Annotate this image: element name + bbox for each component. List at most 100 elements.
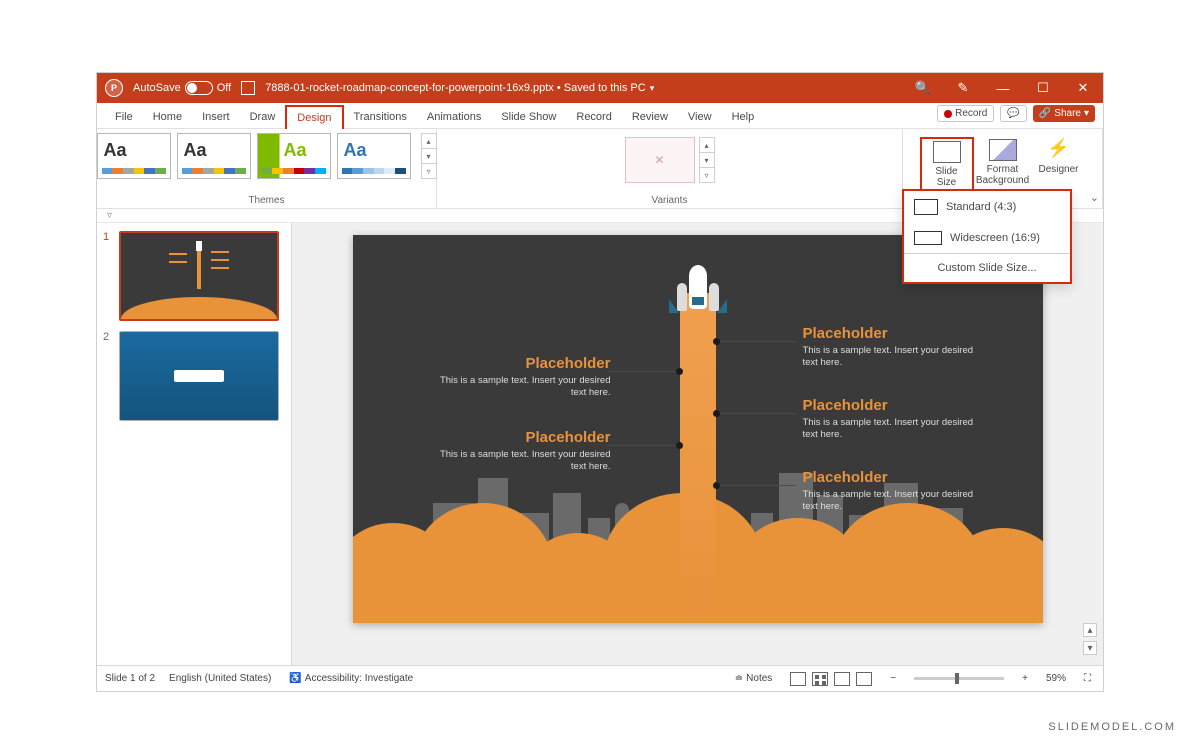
slide-size-icon — [933, 141, 961, 163]
tab-transitions[interactable]: Transitions — [344, 106, 417, 128]
notes-label: Notes — [746, 673, 772, 684]
format-bg-icon — [989, 139, 1017, 161]
zoom-out-icon[interactable]: − — [886, 671, 900, 686]
slide-position[interactable]: Slide 1 of 2 — [105, 673, 155, 684]
placeholder-block[interactable]: Placeholder This is a sample text. Inser… — [431, 355, 611, 400]
share-button[interactable]: 🔗 Share ▾ — [1033, 105, 1095, 122]
language-status[interactable]: English (United States) — [169, 673, 271, 684]
normal-view-icon[interactable] — [790, 672, 806, 686]
app-window: P AutoSave Off 7888-01-rocket-roadmap-co… — [96, 72, 1104, 692]
maximize-icon[interactable]: ☐ — [1023, 73, 1063, 103]
document-filename[interactable]: 7888-01-rocket-roadmap-concept-for-power… — [265, 82, 554, 94]
record-label: Record — [955, 108, 987, 119]
tab-animations[interactable]: Animations — [417, 106, 491, 128]
placeholder-title: Placeholder — [431, 355, 611, 372]
title-bar: P AutoSave Off 7888-01-rocket-roadmap-co… — [97, 73, 1103, 103]
standard-label: Standard (4:3) — [946, 201, 1016, 213]
variants-scroll[interactable]: ▴▾▿ — [699, 137, 715, 183]
designer-button[interactable]: ⚡ Designer — [1032, 137, 1086, 177]
slide-canvas[interactable]: Placeholder This is a sample text. Inser… — [353, 235, 1043, 623]
designer-label: Designer — [1038, 164, 1078, 175]
tab-slideshow[interactable]: Slide Show — [491, 106, 566, 128]
placeholder-block[interactable]: Placeholder This is a sample text. Inser… — [803, 397, 983, 442]
slide-size-button[interactable]: Slide Size — [920, 137, 974, 192]
record-button[interactable]: Record — [937, 105, 994, 122]
autosave-state: Off — [217, 82, 231, 94]
prev-slide-icon[interactable]: ▴ — [1083, 623, 1097, 637]
placeholder-block[interactable]: Placeholder This is a sample text. Inser… — [431, 429, 611, 474]
next-slide-icon[interactable]: ▾ — [1083, 641, 1097, 655]
slide-canvas-area: Placeholder This is a sample text. Inser… — [292, 223, 1103, 665]
fit-window-icon[interactable]: ⛶ — [1080, 671, 1095, 686]
zoom-level[interactable]: 59% — [1046, 673, 1066, 684]
save-icon[interactable] — [241, 81, 255, 95]
toggle-switch-icon[interactable] — [185, 81, 213, 95]
title-right-icons: 🔍 ✎ — ☐ ✕ — [903, 73, 1103, 103]
close-icon[interactable]: ✕ — [1063, 73, 1103, 103]
placeholder-block[interactable]: Placeholder This is a sample text. Inser… — [803, 325, 983, 370]
slide-size-dropdown: Standard (4:3) Widescreen (16:9) Custom … — [902, 189, 1072, 284]
connector-line — [716, 485, 796, 486]
theme-thumbnail[interactable]: Aa — [337, 133, 411, 179]
slide-thumbnail[interactable] — [119, 231, 279, 321]
collapse-ribbon-icon[interactable]: ⌄ — [1090, 191, 1099, 204]
search-icon[interactable]: 🔍 — [903, 73, 943, 103]
pen-icon[interactable]: ✎ — [943, 73, 983, 103]
tab-review[interactable]: Review — [622, 106, 678, 128]
dropdown-item-standard[interactable]: Standard (4:3) — [904, 191, 1070, 223]
ribbon-content: Aa Aa Aa Aa ▴▾▿ Themes ▴▾▿ Variants Slid… — [97, 129, 1103, 209]
connector-line — [608, 371, 680, 372]
placeholder-title: Placeholder — [431, 429, 611, 446]
chevron-down-icon[interactable]: ▾ — [650, 83, 655, 94]
format-background-button[interactable]: Format Background — [976, 137, 1030, 188]
placeholder-subtext: This is a sample text. Insert your desir… — [803, 417, 983, 442]
tab-draw[interactable]: Draw — [240, 106, 286, 128]
slide-nav-arrows: ▴ ▾ — [1083, 623, 1097, 655]
autosave-toggle[interactable]: AutoSave Off — [133, 81, 231, 95]
variants-group-label: Variants — [652, 193, 688, 206]
tab-record[interactable]: Record — [566, 106, 621, 128]
themes-scroll[interactable]: ▴▾▿ — [421, 133, 437, 179]
notes-button[interactable]: ≐ Notes — [731, 671, 777, 686]
theme-thumbnail[interactable]: Aa — [177, 133, 251, 179]
slideshow-view-icon[interactable] — [856, 672, 872, 686]
separator-dot: • — [554, 82, 564, 94]
share-label: Share — [1054, 108, 1081, 119]
app-icon: P — [105, 79, 123, 97]
theme-thumbnail[interactable]: Aa — [97, 133, 171, 179]
sorter-view-icon[interactable] — [812, 672, 828, 686]
customize-group: Slide Size Format Background ⚡ Designer … — [903, 129, 1103, 208]
tab-design[interactable]: Design — [285, 105, 343, 129]
tab-help[interactable]: Help — [722, 106, 765, 128]
themes-group-label: Themes — [248, 193, 284, 206]
thumb-number: 1 — [103, 231, 115, 321]
main-area: 1 2 — [97, 223, 1103, 665]
placeholder-title: Placeholder — [803, 325, 983, 342]
reading-view-icon[interactable] — [834, 672, 850, 686]
slide-thumbnail[interactable] — [119, 331, 279, 421]
theme-aa-label: Aa — [344, 140, 367, 161]
comments-button[interactable]: 💬 — [1000, 105, 1026, 122]
autosave-label: AutoSave — [133, 82, 181, 94]
widescreen-label: Widescreen (16:9) — [950, 232, 1040, 244]
tab-home[interactable]: Home — [143, 106, 192, 128]
ribbon-tabs: File Home Insert Draw Design Transitions… — [97, 103, 1103, 129]
dropdown-item-widescreen[interactable]: Widescreen (16:9) — [904, 223, 1070, 253]
placeholder-block[interactable]: Placeholder This is a sample text. Inser… — [803, 469, 983, 514]
zoom-slider[interactable] — [914, 677, 1004, 680]
theme-aa-label: Aa — [104, 140, 127, 161]
variant-thumbnail[interactable] — [625, 137, 695, 183]
view-mode-icons — [790, 672, 872, 686]
zoom-in-icon[interactable]: + — [1018, 671, 1032, 686]
theme-aa-label: Aa — [284, 140, 307, 161]
dropdown-item-custom[interactable]: Custom Slide Size... — [904, 254, 1070, 282]
placeholder-title: Placeholder — [803, 397, 983, 414]
accessibility-status[interactable]: ♿ Accessibility: Investigate — [285, 671, 417, 686]
minimize-icon[interactable]: — — [983, 73, 1023, 103]
tab-file[interactable]: File — [105, 106, 143, 128]
theme-thumbnail[interactable]: Aa — [257, 133, 331, 179]
ratio-16-9-icon — [914, 231, 942, 245]
slide-thumbnails-panel: 1 2 — [97, 223, 292, 665]
tab-insert[interactable]: Insert — [192, 106, 240, 128]
tab-view[interactable]: View — [678, 106, 722, 128]
